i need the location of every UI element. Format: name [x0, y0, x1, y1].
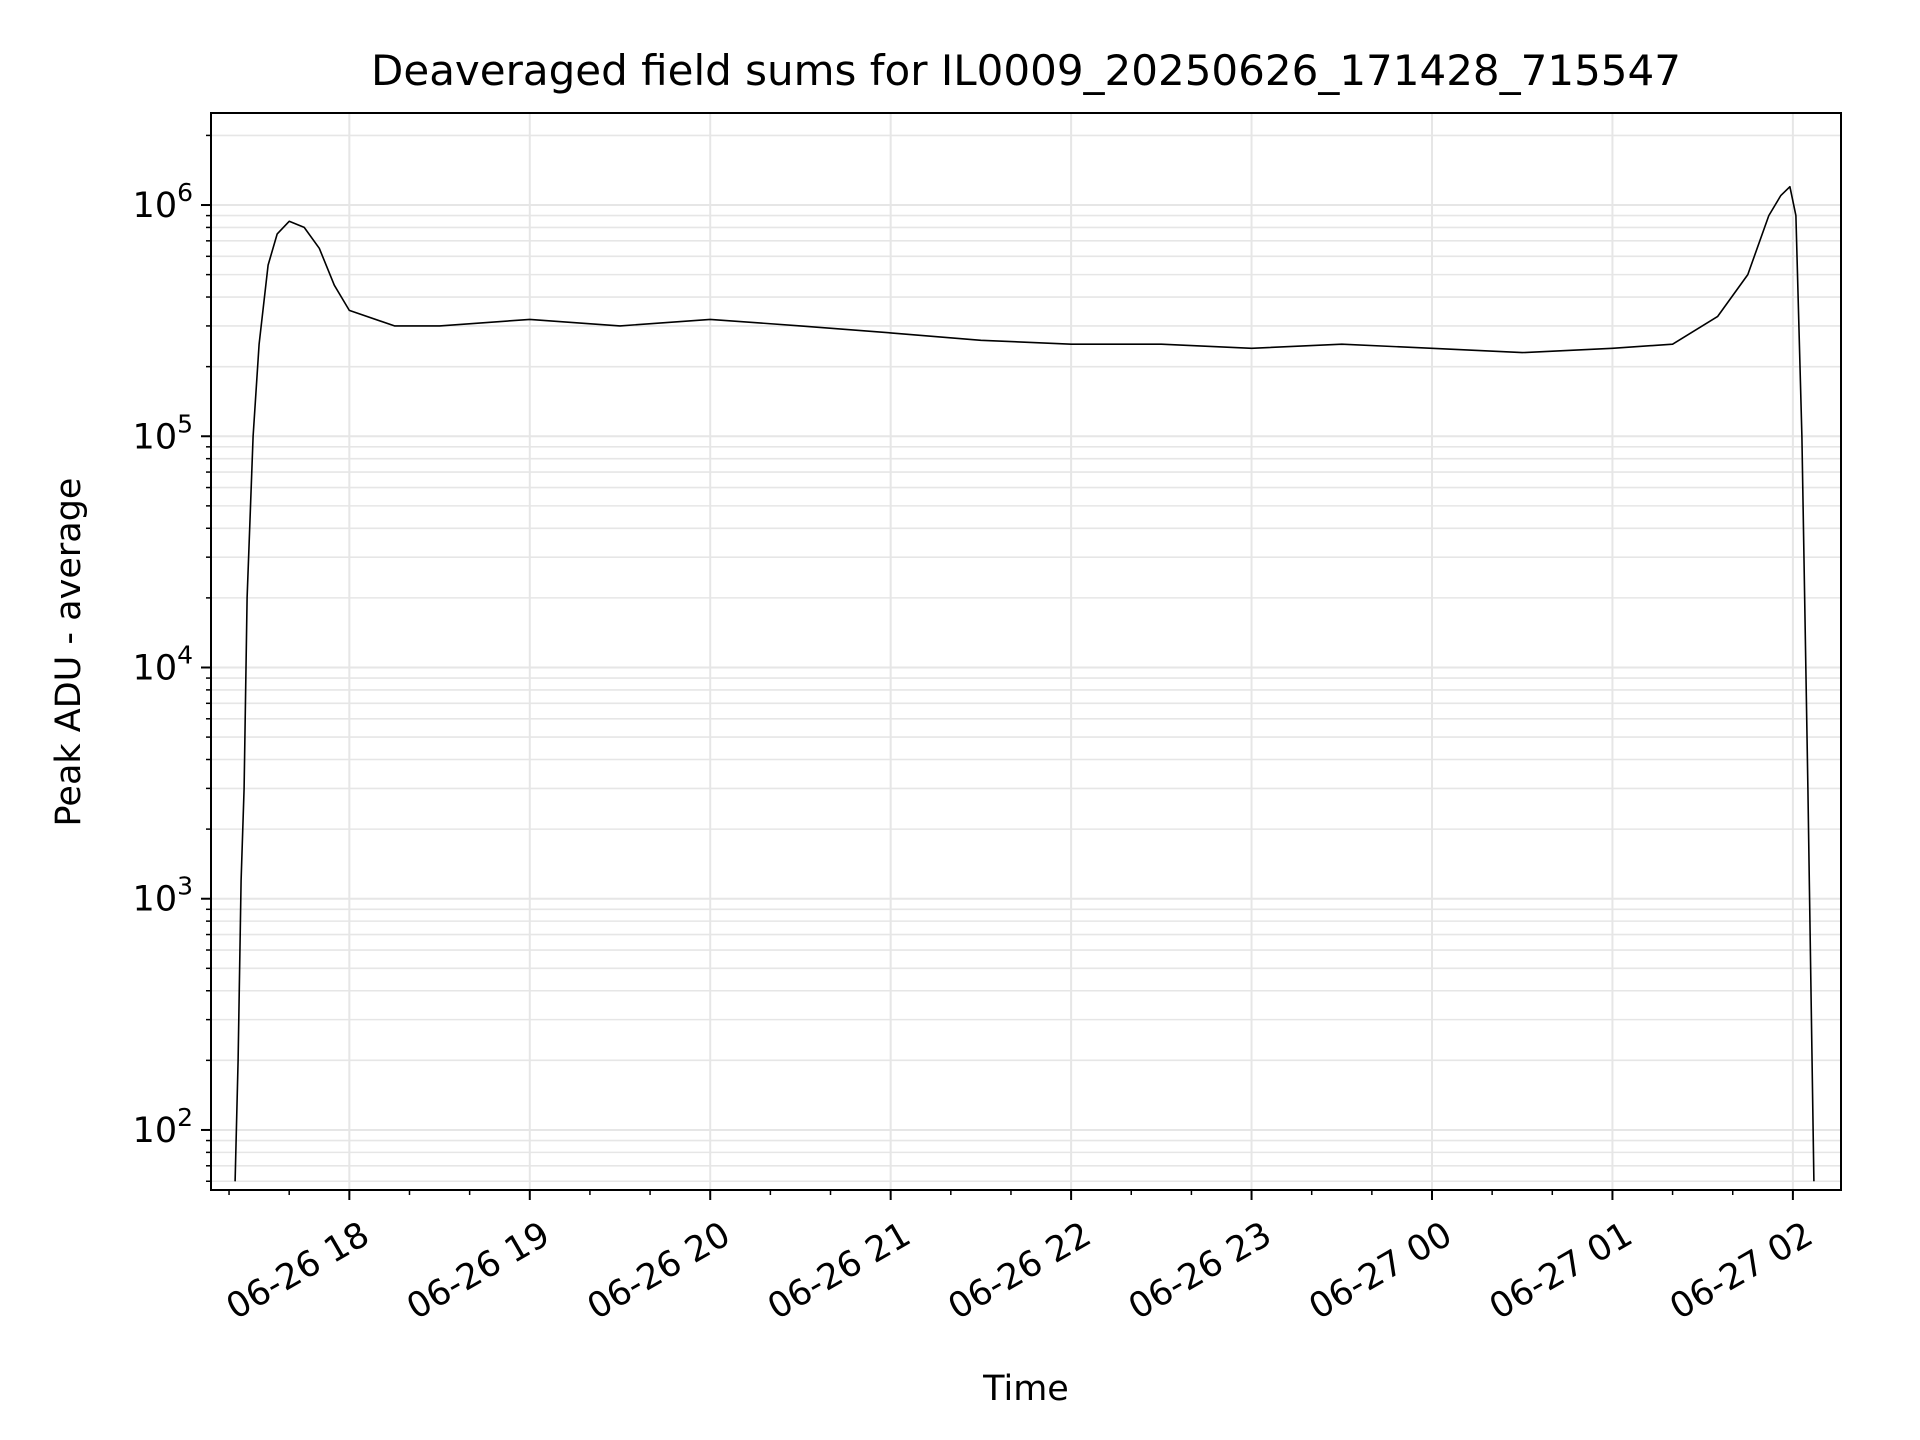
- plot-area-frame: [210, 112, 1842, 1191]
- chart-title: Deaveraged field sums for IL0009_2025062…: [371, 46, 1681, 95]
- x-axis-label: Time: [982, 1369, 1069, 1409]
- series-line: [234, 185, 1815, 1182]
- y-tick-label: 102: [133, 1103, 193, 1151]
- y-axis-label: Peak ADU - average: [49, 478, 89, 827]
- y-tick-label: 106: [133, 178, 193, 226]
- series-layer: [234, 185, 1815, 1182]
- grid-layer: [211, 113, 1841, 1190]
